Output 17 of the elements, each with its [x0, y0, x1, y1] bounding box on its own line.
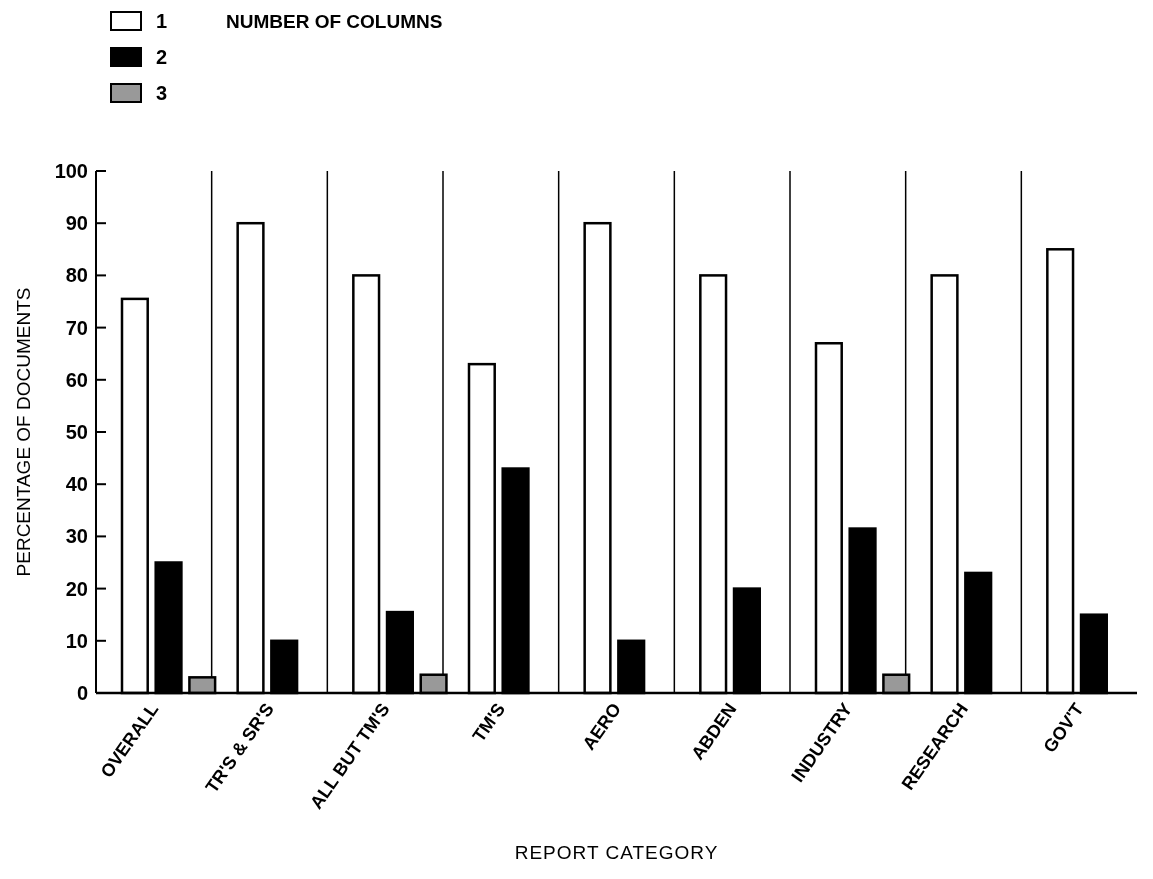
y-tick-label: 40 — [65, 473, 88, 496]
y-tick-label: 50 — [65, 421, 88, 443]
y-tick-label: 70 — [65, 316, 88, 339]
legend-title: NUMBER OF COLUMNS — [226, 11, 443, 32]
y-axis-title: PERCENTAGE OF DOCUMENTS — [13, 287, 34, 577]
x-axis-title: REPORT CATEGORY — [514, 842, 719, 863]
y-tick-label: 20 — [65, 577, 88, 600]
y-tick-label: 100 — [54, 160, 88, 182]
y-tick-label: 30 — [65, 525, 88, 548]
legend-label: 3 — [156, 82, 168, 104]
y-tick-label: 80 — [65, 264, 88, 287]
y-tick-label: 60 — [65, 368, 88, 391]
legend-label: 1 — [156, 10, 168, 32]
y-tick-label: 10 — [65, 629, 88, 652]
legend-label: 2 — [156, 46, 168, 68]
y-tick-label: 0 — [76, 682, 88, 704]
y-tick-label: 90 — [65, 212, 88, 235]
